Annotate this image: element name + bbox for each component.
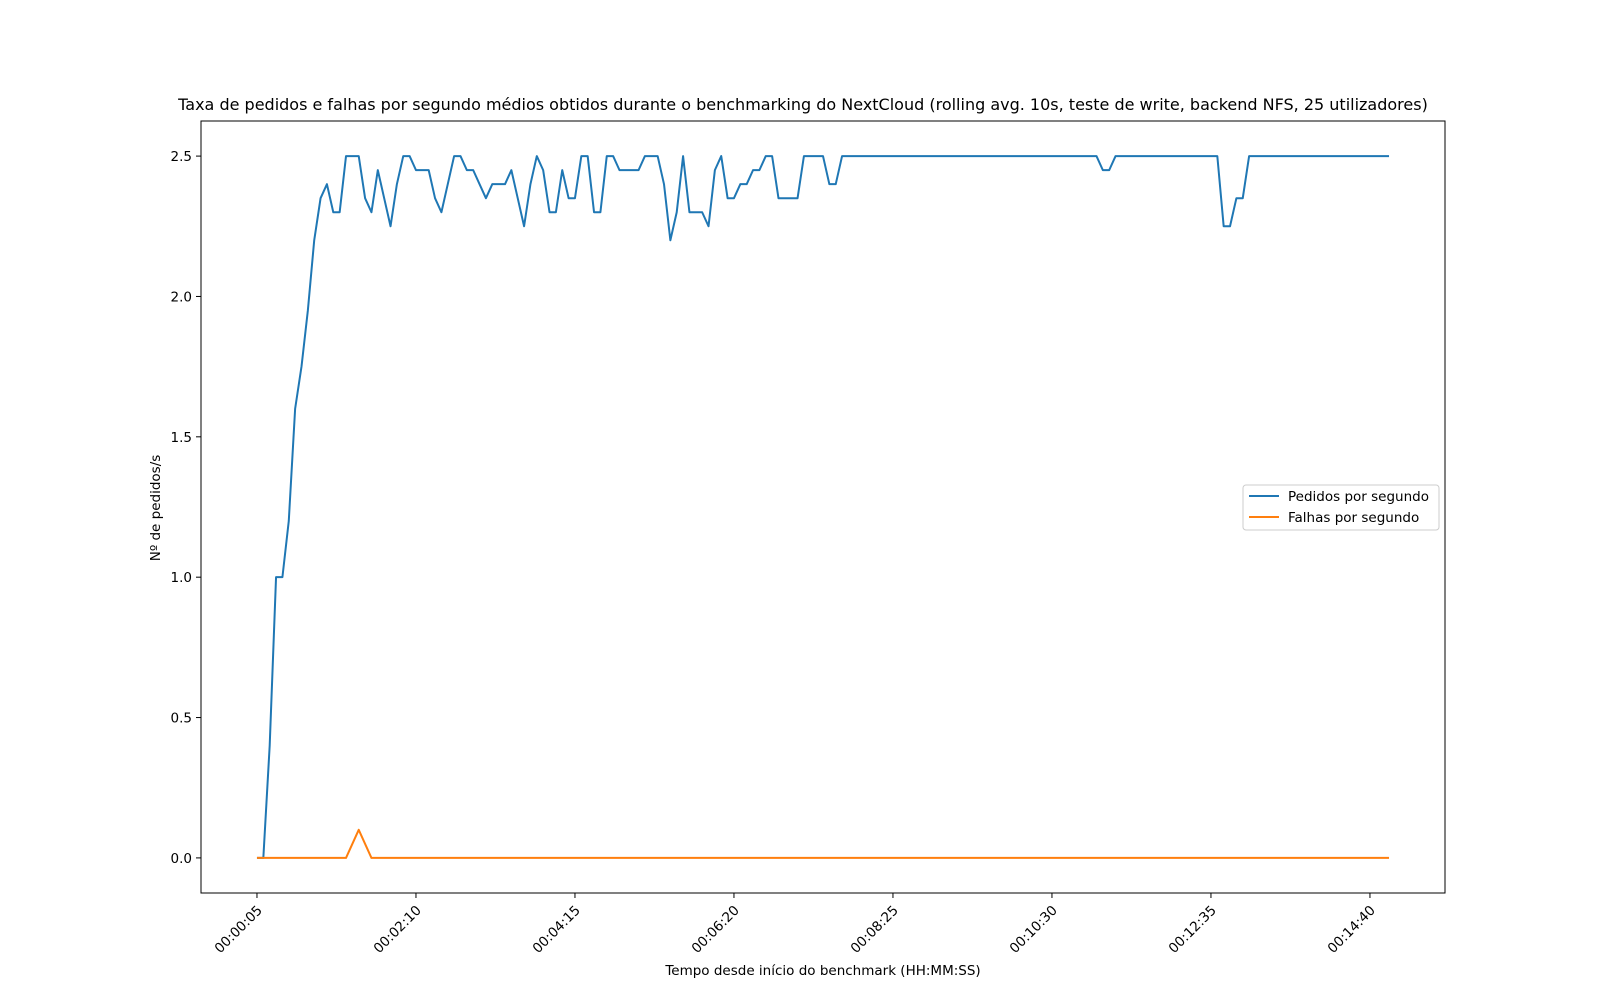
y-tick-label-3: 1.5 (171, 430, 192, 446)
legend: Pedidos por segundo Falhas por segundo (1242, 484, 1440, 531)
y-axis: 0.0 0.5 1.0 1.5 2.0 2.5 (171, 149, 201, 867)
x-tick-label-3: 00:06:20 (689, 903, 743, 957)
legend-label-falhas: Falhas por segundo (1288, 510, 1419, 526)
plot-frame (200, 120, 1446, 894)
x-tick-label-7: 00:14:40 (1325, 903, 1379, 957)
x-axis: 00:00:05 00:02:10 00:04:15 00:06:20 00:08:25… (212, 893, 1379, 957)
x-tick-label-4: 00:08:25 (848, 903, 902, 957)
y-tick-label-2: 1.0 (171, 570, 192, 586)
series-line-1 (256, 828, 1390, 859)
chart-title: Taxa de pedidos e falhas por segundo méd… (177, 95, 1428, 114)
plot-lines (256, 155, 1390, 859)
x-tick-label-1: 00:02:10 (371, 903, 425, 957)
legend-box (1242, 484, 1440, 531)
y-axis-label: Nº de pedidos/s (148, 455, 164, 562)
y-tick-label-1: 0.5 (171, 711, 192, 727)
y-tick-label-4: 2.0 (171, 289, 192, 305)
x-tick-label-5: 00:10:30 (1007, 903, 1061, 957)
x-axis-label: Tempo desde início do benchmark (HH:MM:S… (664, 963, 980, 979)
x-tick-label-2: 00:04:15 (530, 903, 584, 957)
y-tick-label-5: 2.5 (171, 149, 192, 165)
legend-label-pedidos: Pedidos por segundo (1288, 489, 1429, 505)
x-tick-label-0: 00:00:05 (212, 903, 266, 957)
series-line-0 (256, 155, 1390, 859)
y-tick-label-0: 0.0 (171, 851, 192, 867)
x-tick-label-6: 00:12:35 (1166, 903, 1220, 957)
